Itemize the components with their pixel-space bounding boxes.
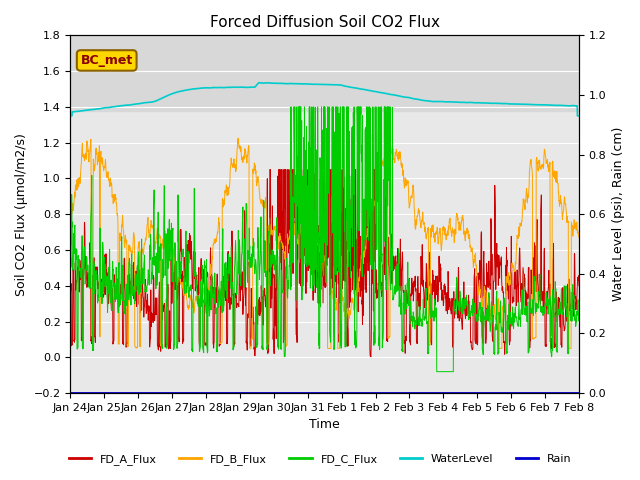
Legend: FD_A_Flux, FD_B_Flux, FD_C_Flux, WaterLevel, Rain: FD_A_Flux, FD_B_Flux, FD_C_Flux, WaterLe…	[64, 450, 576, 469]
Text: BC_met: BC_met	[81, 54, 133, 67]
Bar	[70, 36, 579, 111]
Y-axis label: Soil CO2 Flux (μmol/m2/s): Soil CO2 Flux (μmol/m2/s)	[15, 133, 28, 296]
Title: Forced Diffusion Soil CO2 Flux: Forced Diffusion Soil CO2 Flux	[210, 15, 440, 30]
Y-axis label: Water Level (psi), Rain (cm): Water Level (psi), Rain (cm)	[612, 127, 625, 301]
X-axis label: Time: Time	[309, 419, 340, 432]
